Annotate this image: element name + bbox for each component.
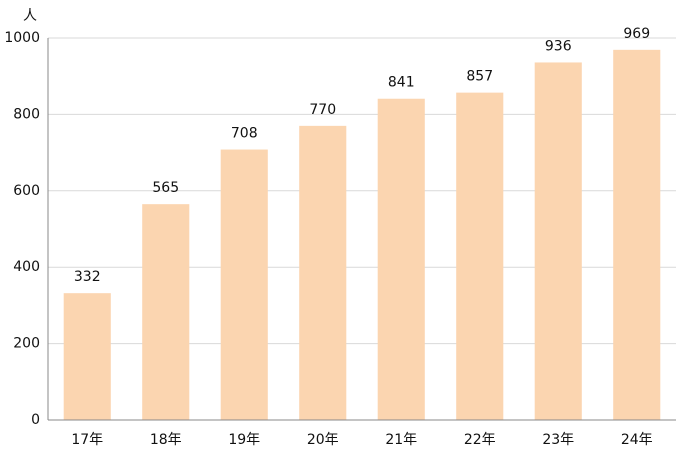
bar bbox=[63, 293, 111, 420]
x-tick-label: 23年 bbox=[542, 432, 574, 448]
data-label: 708 bbox=[231, 126, 258, 142]
x-tick-label: 19年 bbox=[228, 432, 260, 448]
bar bbox=[534, 62, 582, 420]
bar bbox=[299, 125, 347, 421]
bar bbox=[220, 149, 268, 420]
bar bbox=[613, 49, 661, 420]
x-tick-label: 20年 bbox=[307, 432, 339, 448]
bar bbox=[142, 204, 190, 420]
y-tick-label: 200 bbox=[13, 336, 40, 352]
data-label: 332 bbox=[74, 269, 101, 285]
data-label: 857 bbox=[466, 69, 493, 85]
y-tick-label: 1000 bbox=[4, 30, 40, 46]
x-tick-label: 18年 bbox=[150, 432, 182, 448]
bar bbox=[456, 92, 504, 420]
y-tick-label: 400 bbox=[13, 259, 40, 275]
y-tick-label: 0 bbox=[31, 412, 40, 428]
x-tick-label: 17年 bbox=[71, 432, 103, 448]
x-tick-label: 21年 bbox=[385, 432, 417, 448]
data-label: 936 bbox=[545, 38, 572, 54]
data-label: 565 bbox=[152, 180, 179, 196]
x-tick-label: 24年 bbox=[621, 432, 653, 448]
bar bbox=[377, 98, 425, 420]
y-axis-label: 人 bbox=[23, 8, 37, 24]
y-tick-label: 800 bbox=[13, 106, 40, 122]
y-tick-label: 600 bbox=[13, 183, 40, 199]
x-tick-label: 22年 bbox=[464, 432, 496, 448]
data-label: 770 bbox=[309, 102, 336, 118]
data-label: 841 bbox=[388, 75, 415, 91]
data-label: 969 bbox=[623, 26, 650, 42]
